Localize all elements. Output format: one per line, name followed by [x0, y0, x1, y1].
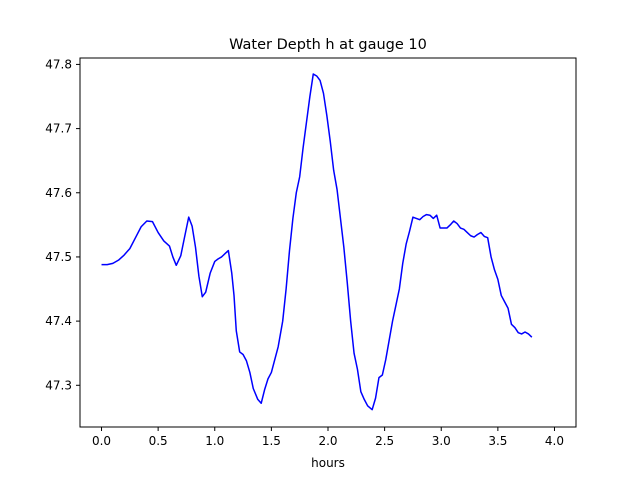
x-tick-label: 3.5	[488, 434, 507, 448]
y-axis-ticks: 47.3 47.4 47.5 47.6 47.7 47.8	[45, 57, 80, 392]
x-tick-label: 2.5	[375, 434, 394, 448]
x-tick-label: 1.0	[205, 434, 224, 448]
x-tick-label: 3.0	[432, 434, 451, 448]
x-axis-ticks: 0.0 0.5 1.0 1.5 2.0 2.5 3.0 3.5 4.0	[92, 427, 564, 448]
x-tick-label: 4.0	[545, 434, 564, 448]
y-tick-label: 47.4	[45, 314, 72, 328]
plot-area	[80, 58, 576, 427]
y-tick-label: 47.3	[45, 378, 72, 392]
plot-frame	[79, 57, 577, 428]
x-axis-title: hours	[311, 456, 345, 470]
data-series-line	[101, 73, 533, 411]
y-tick-label: 47.6	[45, 186, 72, 200]
chart-title: Water Depth h at gauge 10	[229, 37, 427, 53]
y-tick-label: 47.5	[45, 250, 72, 264]
y-tick-label: 47.7	[45, 122, 72, 136]
x-tick-label: 2.0	[318, 434, 337, 448]
x-tick-label: 0.0	[92, 434, 111, 448]
y-tick-label: 47.8	[45, 57, 72, 71]
x-tick-label: 1.5	[262, 434, 281, 448]
x-tick-label: 0.5	[149, 434, 168, 448]
